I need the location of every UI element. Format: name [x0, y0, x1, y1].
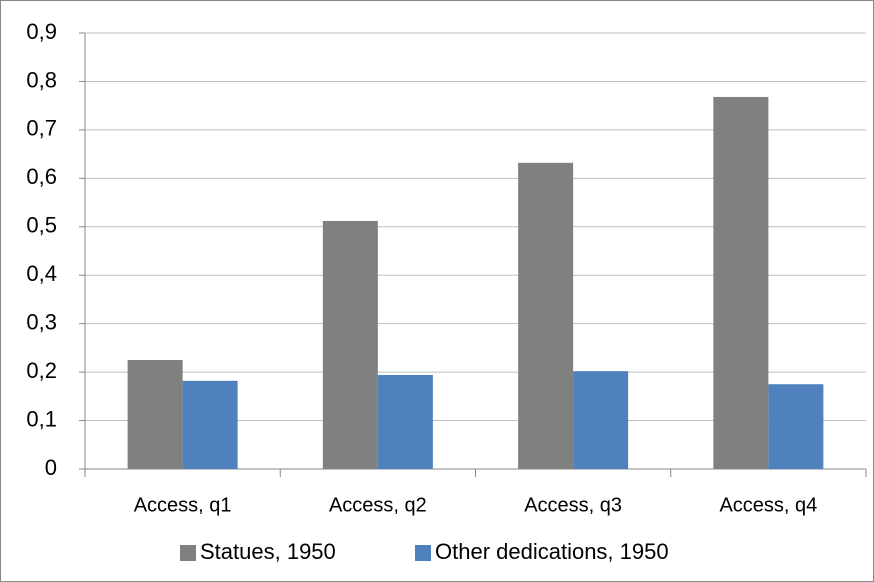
- bar: [768, 384, 824, 469]
- y-tick-label: 0,7: [26, 116, 57, 141]
- x-tick-label: Access, q2: [329, 494, 427, 516]
- bar: [322, 220, 378, 469]
- x-tick-label: Access, q1: [134, 494, 232, 516]
- x-tick-label: Access, q4: [719, 494, 817, 516]
- y-tick-label: 0,5: [26, 213, 57, 238]
- legend-swatch: [415, 545, 431, 561]
- x-tick-label: Access, q3: [524, 494, 622, 516]
- bar: [573, 371, 629, 469]
- bar: [182, 380, 238, 469]
- legend-swatch: [180, 545, 196, 561]
- bar: [713, 96, 769, 470]
- legend-label: Statues, 1950: [200, 539, 336, 564]
- y-tick-label: 0,8: [26, 67, 57, 92]
- y-tick-label: 0,1: [26, 406, 57, 431]
- y-tick-label: 0,3: [26, 309, 57, 334]
- y-tick-label: 0,9: [26, 19, 57, 44]
- y-tick-label: 0,2: [26, 358, 57, 383]
- legend-label: Other dedications, 1950: [435, 539, 669, 564]
- bar: [518, 162, 574, 469]
- y-tick-label: 0: [45, 455, 57, 480]
- bar: [377, 375, 433, 469]
- y-tick-label: 0,6: [26, 164, 57, 189]
- y-tick-label: 0,4: [26, 261, 57, 286]
- bar: [127, 360, 183, 469]
